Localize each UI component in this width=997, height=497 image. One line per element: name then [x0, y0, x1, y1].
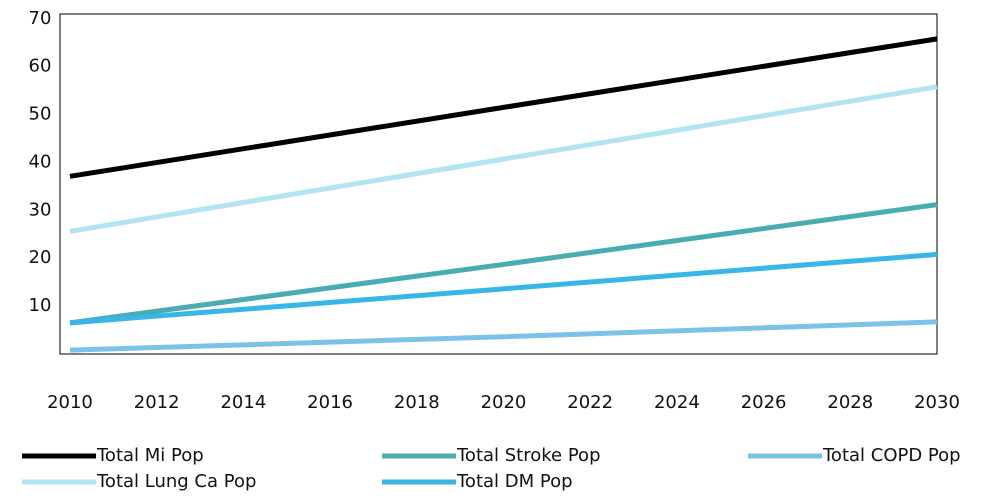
- y-tick-label: 20: [29, 247, 52, 268]
- y-tick-label: 70: [29, 8, 52, 29]
- x-tick-label: 2020: [481, 392, 527, 413]
- y-tick-label: 30: [29, 199, 52, 220]
- x-tick-label: 2030: [914, 392, 960, 413]
- x-tick-label: 2024: [654, 392, 700, 413]
- series-line: [69, 319, 938, 353]
- x-tick-label: 2026: [741, 392, 787, 413]
- plot-frame: [59, 13, 938, 355]
- legend-label: Total COPD Pop: [822, 445, 961, 466]
- x-tick-label: 2028: [827, 392, 873, 413]
- series-line: [69, 84, 938, 234]
- x-tick-label: 2014: [220, 392, 266, 413]
- y-tick-label: 60: [29, 56, 52, 77]
- series-line: [69, 251, 938, 326]
- x-tick-label: 2010: [47, 392, 93, 413]
- legend-label: Total Stroke Pop: [456, 445, 601, 466]
- y-tick-label: 10: [29, 295, 52, 316]
- series-line: [69, 202, 938, 326]
- y-tick-label: 50: [29, 104, 52, 125]
- x-tick-label: 2012: [134, 392, 180, 413]
- x-tick-label: 2022: [567, 392, 613, 413]
- legend-label: Total Mi Pop: [96, 445, 204, 466]
- legend-label: Total Lung Ca Pop: [96, 471, 256, 492]
- y-tick-label: 40: [29, 151, 52, 172]
- legend-label: Total DM Pop: [456, 471, 573, 492]
- x-tick-label: 2018: [394, 392, 440, 413]
- series-line: [69, 36, 938, 179]
- x-tick-label: 2016: [307, 392, 353, 413]
